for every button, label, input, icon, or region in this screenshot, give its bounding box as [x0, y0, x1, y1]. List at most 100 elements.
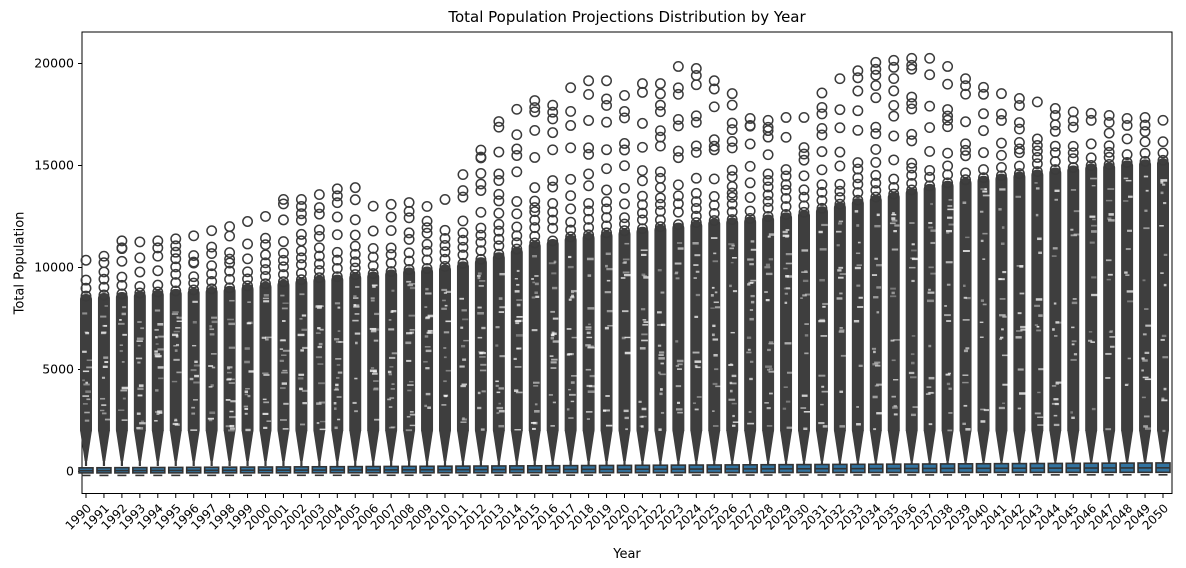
- flier-mass-speckle: [299, 293, 305, 296]
- flier-mass-speckle: [694, 254, 701, 257]
- flier: [224, 265, 236, 277]
- flier-mass-taper: [349, 430, 362, 461]
- flier: [583, 180, 595, 192]
- flier-mass-speckle: [854, 266, 861, 270]
- flier: [798, 142, 810, 154]
- flier-mass-speckle: [732, 421, 739, 423]
- flier: [906, 135, 918, 147]
- flier-mass-speckle: [822, 305, 826, 308]
- flier-mass-speckle: [157, 348, 164, 351]
- flier-mass-speckle: [244, 347, 250, 350]
- flier-mass-speckle: [926, 299, 934, 303]
- flier-mass-speckle: [768, 233, 775, 236]
- flier-mass-speckle: [282, 320, 286, 322]
- flier-mass-speckle: [227, 366, 233, 369]
- flier-mass-speckle: [516, 269, 520, 272]
- flier-mass-speckle: [642, 323, 649, 326]
- flier: [690, 210, 702, 222]
- flier-mass-speckle: [1105, 259, 1112, 262]
- flier: [331, 262, 343, 274]
- flier-mass-speckle: [425, 317, 430, 320]
- flier-mass: [1139, 159, 1152, 435]
- flier: [313, 265, 325, 277]
- flier-mass-speckle: [1109, 330, 1114, 333]
- flier: [690, 196, 702, 208]
- flier-mass-taper: [600, 430, 613, 461]
- flier: [349, 229, 361, 241]
- column-2005: 2005: [332, 182, 363, 533]
- flier-mass-speckle: [764, 402, 769, 404]
- flier-mass-speckle: [409, 424, 416, 427]
- flier-mass-speckle: [388, 373, 393, 376]
- flier-mass-taper: [798, 430, 810, 461]
- flier-mass-speckle: [282, 369, 288, 372]
- flier: [565, 203, 577, 215]
- flier: [98, 281, 110, 293]
- flier-mass-speckle: [838, 330, 845, 333]
- flier: [331, 211, 343, 223]
- flier: [672, 219, 684, 231]
- flier-mass-speckle: [982, 194, 990, 197]
- flier: [744, 192, 756, 203]
- flier-mass-taper: [421, 430, 434, 461]
- flier-mass-speckle: [171, 380, 178, 383]
- flier-mass-speckle: [643, 321, 649, 323]
- flier-mass-speckle: [496, 412, 500, 415]
- flier-mass-speckle: [748, 411, 752, 413]
- column-2022: 2022: [637, 78, 669, 533]
- flier-max: [1121, 113, 1133, 124]
- flier-mass-speckle: [1163, 253, 1168, 256]
- flier-mass-speckle: [889, 222, 896, 225]
- flier: [852, 187, 864, 199]
- flier-mass-speckle: [765, 272, 773, 276]
- flier: [116, 255, 128, 267]
- flier-mass-speckle: [155, 336, 158, 339]
- flier-mass-speckle: [568, 388, 571, 391]
- flier: [672, 206, 684, 218]
- flier-mass-speckle: [279, 348, 284, 350]
- flier: [762, 202, 774, 214]
- flier: [385, 225, 397, 237]
- flier-mass-speckle: [479, 356, 486, 358]
- flier: [1103, 158, 1115, 170]
- flier-mass-speckle: [839, 273, 847, 275]
- flier-mass-speckle: [660, 388, 663, 391]
- flier-mass-speckle: [694, 360, 702, 363]
- flier: [1067, 140, 1079, 152]
- flier: [816, 186, 828, 198]
- flier: [601, 184, 612, 196]
- flier-mass-speckle: [911, 257, 918, 261]
- flier-mass-speckle: [911, 279, 915, 283]
- flier-mass-speckle: [388, 319, 392, 321]
- flier-mass-speckle: [122, 333, 127, 336]
- flier: [134, 280, 146, 292]
- flier-max: [457, 169, 469, 181]
- flier: [278, 236, 289, 248]
- flier-mass-speckle: [211, 320, 218, 324]
- flier-mass-speckle: [625, 428, 628, 431]
- flier: [529, 237, 541, 249]
- flier-mass-speckle: [676, 401, 681, 404]
- flier: [475, 236, 487, 248]
- flier-mass-speckle: [999, 298, 1006, 300]
- flier-mass-taper: [223, 430, 236, 461]
- flier-mass-speckle: [568, 393, 576, 396]
- flier-mass-speckle: [623, 261, 627, 264]
- flier-mass-speckle: [750, 240, 755, 243]
- flier-mass-speckle: [1127, 300, 1134, 303]
- flier: [260, 239, 271, 251]
- flier-max: [1139, 112, 1151, 123]
- flier: [493, 207, 505, 219]
- flier-mass-speckle: [479, 280, 486, 282]
- flier: [780, 170, 792, 182]
- flier-mass-speckle: [1073, 353, 1078, 356]
- flier-mass-speckle: [979, 321, 984, 324]
- flier-mass-speckle: [750, 248, 758, 251]
- flier: [906, 59, 918, 71]
- flier-mass-speckle: [982, 190, 988, 193]
- flier-mass-speckle: [136, 340, 143, 342]
- y-tick-label: 20000: [34, 56, 74, 71]
- flier-mass-speckle: [1160, 179, 1168, 182]
- flier-mass-speckle: [408, 314, 416, 317]
